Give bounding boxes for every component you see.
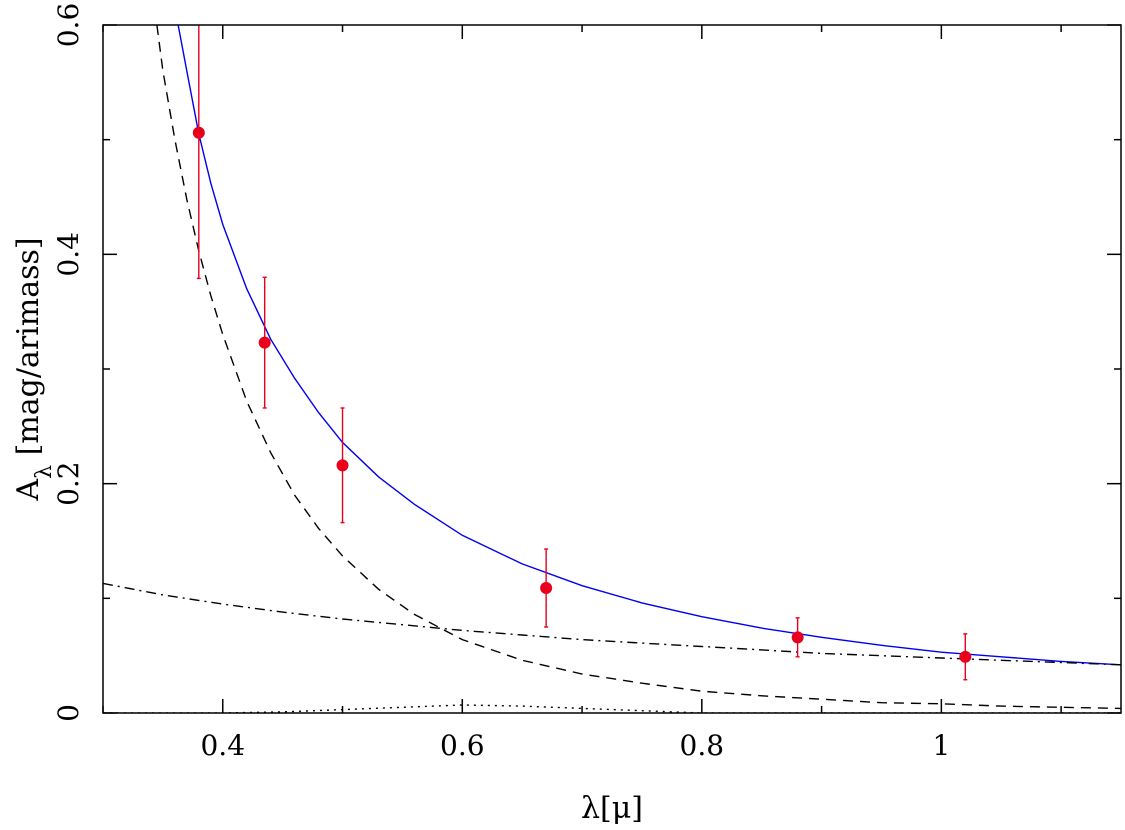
x-tick-label: 1 (932, 729, 950, 762)
data-point (791, 631, 804, 644)
series-layer (103, 25, 1121, 713)
series-line-dashdot (103, 582, 1121, 666)
y-axis-title: Aλ [mag/arimass] (11, 237, 57, 501)
y-tick-label: 0.2 (52, 461, 85, 506)
series-line-dotted (103, 704, 1121, 713)
tick-labels: 0.4 0.6 0.8 1 0 0.2 0.4 0.6 (52, 3, 950, 762)
points-layer (192, 25, 972, 681)
ticks-layer (102, 24, 1121, 714)
y-tick-label: 0.4 (52, 232, 85, 277)
x-tick-label: 0.4 (200, 729, 245, 762)
series-line-solid (177, 25, 1121, 666)
y-tick-label: 0.6 (52, 3, 85, 48)
data-point (192, 126, 205, 139)
data-point (540, 582, 553, 595)
y-tick-label: 0 (52, 704, 85, 722)
series-line-dashed (156, 25, 1121, 710)
data-point (258, 336, 271, 349)
x-tick-label: 0.6 (440, 729, 485, 762)
data-point (336, 459, 349, 472)
plot-frame (102, 24, 1122, 714)
x-axis-title: λ[μ] (581, 791, 643, 826)
x-tick-label: 0.8 (680, 729, 725, 762)
data-point (959, 650, 972, 663)
